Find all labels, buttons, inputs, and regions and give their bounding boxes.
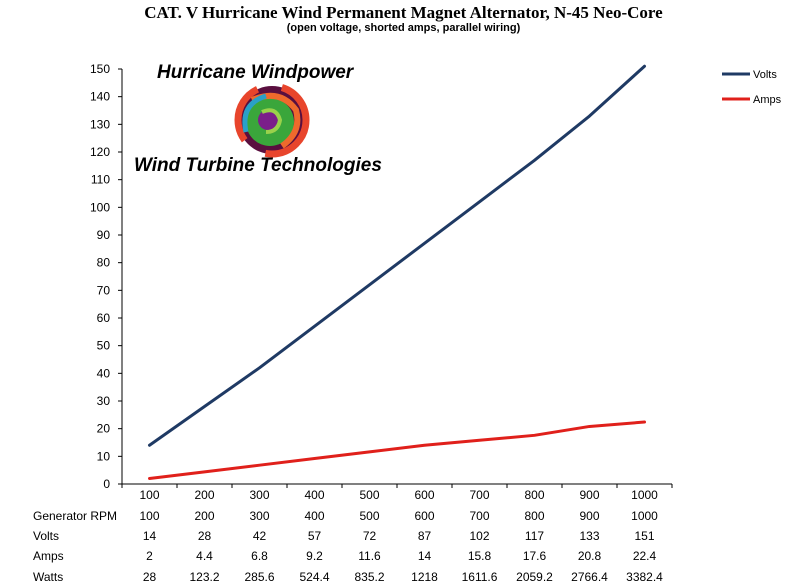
table-cell: 20.8: [578, 549, 602, 563]
logo-top-text: Hurricane Windpower: [157, 62, 354, 83]
y-tick-label: 10: [97, 449, 111, 463]
table-cell: 300: [249, 509, 269, 523]
y-tick-label: 130: [90, 117, 110, 131]
table-cell: 22.4: [633, 549, 657, 563]
table-cell: 11.6: [358, 549, 381, 563]
table-cell: 524.4: [299, 570, 329, 584]
y-tick-label: 0: [103, 477, 110, 491]
table-cell: 2: [146, 549, 153, 563]
logo-bottom-text: Wind Turbine Technologies: [134, 155, 382, 176]
table-cell: 500: [359, 509, 379, 523]
table-cell: 117: [525, 529, 544, 543]
table-cell: 28: [143, 570, 157, 584]
y-tick-label: 90: [97, 228, 111, 242]
table-cell: 4.4: [196, 549, 213, 563]
table-cell: 1611.6: [462, 570, 498, 584]
table-cell: 102: [469, 529, 489, 543]
table-cell: 151: [634, 529, 654, 543]
y-tick-label: 70: [97, 283, 111, 297]
table-cell: 14: [418, 549, 432, 563]
x-tick-label: 500: [359, 488, 379, 502]
x-tick-label: 1000: [631, 488, 658, 502]
table-cell: 42: [253, 529, 267, 543]
table-cell: 285.6: [244, 570, 274, 584]
x-tick-label: 200: [194, 488, 214, 502]
chart-title: CAT. V Hurricane Wind Permanent Magnet A…: [144, 3, 663, 22]
chart-subtitle: (open voltage, shorted amps, parallel wi…: [286, 22, 521, 34]
table-cell: 1218: [411, 570, 438, 584]
x-tick-label: 300: [249, 488, 269, 502]
y-tick-label: 140: [90, 90, 110, 104]
y-tick-label: 40: [97, 366, 111, 380]
y-tick-label: 50: [97, 339, 111, 353]
table-cell: 17.6: [523, 549, 547, 563]
table-cell: 123.2: [189, 570, 219, 584]
y-tick-label: 60: [97, 311, 111, 325]
table-cell: 100: [139, 509, 159, 523]
table-cell: 400: [304, 509, 324, 523]
y-tick-label: 80: [97, 256, 111, 270]
y-tick-label: 100: [90, 200, 110, 214]
y-tick-label: 30: [97, 394, 111, 408]
table-cell: 835.2: [354, 570, 384, 584]
table-cell: 600: [414, 509, 434, 523]
y-tick-label: 110: [91, 173, 110, 187]
table-row-label: Generator RPM: [33, 509, 117, 523]
legend-label-amps: Amps: [753, 94, 782, 106]
legend-label-volts: Volts: [753, 69, 777, 81]
y-tick-label: 20: [97, 422, 111, 436]
table-cell: 3382.4: [626, 570, 663, 584]
table-cell: 28: [198, 529, 212, 543]
table-cell: 15.8: [468, 549, 492, 563]
table-cell: 9.2: [306, 549, 323, 563]
table-cell: 6.8: [251, 549, 268, 563]
x-tick-label: 700: [469, 488, 489, 502]
x-tick-label: 400: [304, 488, 324, 502]
table-cell: 2766.4: [571, 570, 608, 584]
x-tick-label: 600: [414, 488, 434, 502]
table-cell: 1000: [631, 509, 658, 523]
series-line-amps: [148, 420, 646, 480]
x-tick-label: 900: [579, 488, 599, 502]
table-cell: 87: [418, 529, 432, 543]
table-cell: 57: [308, 529, 322, 543]
x-tick-label: 800: [524, 488, 544, 502]
table-row-label: Watts: [33, 570, 63, 584]
table-row-label: Amps: [33, 549, 64, 563]
table-cell: 200: [194, 509, 214, 523]
logo-swirl-icon: [234, 82, 310, 158]
table-row-label: Volts: [33, 529, 59, 543]
y-tick-label: 120: [90, 145, 110, 159]
y-tick-label: 150: [90, 62, 110, 76]
table-cell: 700: [469, 509, 489, 523]
table-cell: 900: [579, 509, 599, 523]
table-cell: 72: [363, 529, 377, 543]
x-tick-label: 100: [139, 488, 159, 502]
table-cell: 133: [579, 529, 599, 543]
table-cell: 14: [143, 529, 157, 543]
table-cell: 2059.2: [516, 570, 553, 584]
series-line-volts: [148, 64, 646, 447]
table-cell: 800: [524, 509, 544, 523]
